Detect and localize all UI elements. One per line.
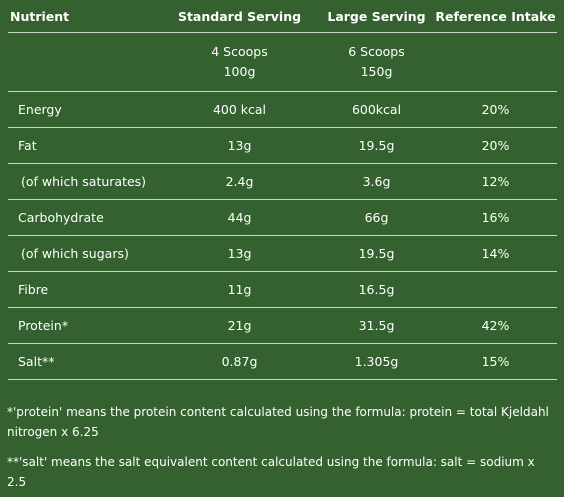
table-row: (of which sugars) 13g 19.5g 14%	[8, 235, 557, 272]
standard-value: 21g	[160, 307, 319, 344]
header-large-serving: Large Serving	[319, 0, 434, 33]
large-weight: 150g	[360, 64, 393, 79]
reference-empty-cell	[434, 32, 557, 92]
standard-value: 0.87g	[160, 343, 319, 380]
table-row: Protein* 21g 31.5g 42%	[8, 307, 557, 344]
reference-value: 42%	[434, 307, 557, 344]
standard-serving-size: 4 Scoops 100g	[160, 32, 319, 92]
large-value: 19.5g	[319, 235, 434, 272]
standard-value: 400 kcal	[160, 91, 319, 128]
reference-value: 16%	[434, 199, 557, 236]
nutrient-name: Protein*	[8, 307, 160, 344]
table-row: Salt** 0.87g 1.305g 15%	[8, 343, 557, 380]
nutrient-name: (of which saturates)	[8, 163, 160, 200]
large-serving-size: 6 Scoops 150g	[319, 32, 434, 92]
standard-value: 44g	[160, 199, 319, 236]
large-value: 19.5g	[319, 127, 434, 164]
standard-value: 11g	[160, 271, 319, 308]
nutrition-table: Nutrient Standard Serving Large Serving …	[8, 0, 557, 380]
reference-value: 14%	[434, 235, 557, 272]
reference-value: 20%	[434, 127, 557, 164]
header-nutrient: Nutrient	[8, 0, 160, 33]
nutrient-name: Fibre	[8, 271, 160, 308]
nutrient-name: Energy	[8, 91, 160, 128]
standard-value: 13g	[160, 127, 319, 164]
nutrient-name: Fat	[8, 127, 160, 164]
table-row: Energy 400 kcal 600kcal 20%	[8, 91, 557, 128]
footnotes: *'protein' means the protein content cal…	[7, 402, 555, 492]
large-scoops: 6 Scoops	[348, 44, 405, 59]
large-value: 600kcal	[319, 91, 434, 128]
reference-value: 12%	[434, 163, 557, 200]
reference-value: 20%	[434, 91, 557, 128]
table-row: Carbohydrate 44g 66g 16%	[8, 199, 557, 236]
large-value: 3.6g	[319, 163, 434, 200]
standard-scoops: 4 Scoops	[211, 44, 268, 59]
reference-value: 15%	[434, 343, 557, 380]
protein-footnote: *'protein' means the protein content cal…	[7, 405, 549, 439]
large-value: 66g	[319, 199, 434, 236]
nutrient-name: (of which sugars)	[8, 235, 160, 272]
salt-footnote: **'salt' means the salt equivalent conte…	[7, 455, 535, 489]
standard-value: 2.4g	[160, 163, 319, 200]
serving-size-row: 4 Scoops 100g 6 Scoops 150g	[8, 32, 557, 92]
header-standard-serving: Standard Serving	[160, 0, 319, 33]
nutrient-name: Salt**	[8, 343, 160, 380]
serving-size-empty-cell	[8, 32, 160, 92]
table-row: Fat 13g 19.5g 20%	[8, 127, 557, 164]
table-row: Fibre 11g 16.5g	[8, 271, 557, 308]
header-reference-intake: Reference Intake	[434, 0, 557, 33]
table-header-row: Nutrient Standard Serving Large Serving …	[8, 0, 557, 33]
reference-value	[434, 271, 557, 308]
table-row: (of which saturates) 2.4g 3.6g 12%	[8, 163, 557, 200]
large-value: 16.5g	[319, 271, 434, 308]
nutrient-name: Carbohydrate	[8, 199, 160, 236]
large-value: 31.5g	[319, 307, 434, 344]
standard-weight: 100g	[223, 64, 256, 79]
large-value: 1.305g	[319, 343, 434, 380]
standard-value: 13g	[160, 235, 319, 272]
